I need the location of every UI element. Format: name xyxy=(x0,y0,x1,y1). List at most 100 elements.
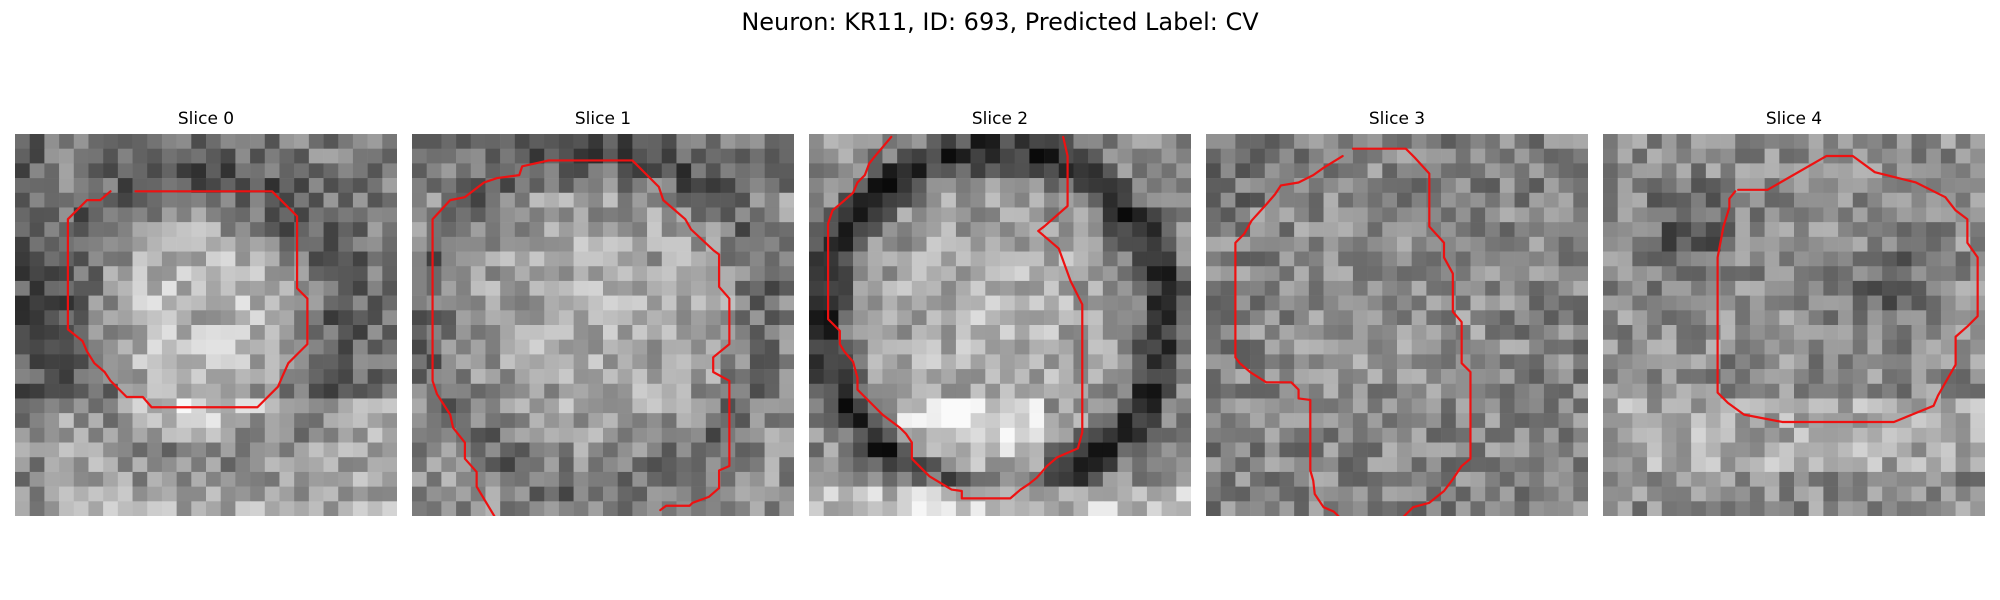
pixel xyxy=(103,457,118,472)
pixel xyxy=(1838,281,1853,296)
pixel xyxy=(103,398,118,413)
pixel xyxy=(1382,163,1397,178)
pixel xyxy=(1015,134,1030,149)
pixel xyxy=(1926,369,1941,384)
pixel xyxy=(559,501,574,516)
pixel xyxy=(559,487,574,502)
pixel xyxy=(897,472,912,487)
pixel xyxy=(456,252,471,267)
pixel xyxy=(1809,413,1824,428)
pixel xyxy=(1147,207,1162,222)
pixel xyxy=(279,501,294,516)
pixel xyxy=(1279,413,1294,428)
pixel xyxy=(838,296,853,311)
pixel xyxy=(1015,457,1030,472)
pixel xyxy=(338,266,353,281)
pixel xyxy=(779,296,794,311)
pixel xyxy=(1618,457,1633,472)
pixel xyxy=(1250,163,1265,178)
pixel xyxy=(853,134,868,149)
pixel xyxy=(1073,222,1088,237)
pixel xyxy=(1838,487,1853,502)
pixel xyxy=(15,457,30,472)
pixel xyxy=(1721,281,1736,296)
pixel xyxy=(662,428,677,443)
pixel xyxy=(530,222,545,237)
pixel xyxy=(750,178,765,193)
pixel xyxy=(44,252,59,267)
pixel xyxy=(324,237,339,252)
pixel xyxy=(221,252,236,267)
pixel xyxy=(221,325,236,340)
pixel xyxy=(235,149,250,164)
pixel xyxy=(1206,325,1221,340)
pixel xyxy=(1044,149,1059,164)
pixel xyxy=(1353,443,1368,458)
pixel xyxy=(221,501,236,516)
pixel xyxy=(1000,472,1015,487)
pixel xyxy=(309,134,324,149)
pixel xyxy=(1603,252,1618,267)
pixel xyxy=(1118,340,1133,355)
pixel xyxy=(1794,384,1809,399)
pixel xyxy=(1470,281,1485,296)
pixel xyxy=(368,281,383,296)
pixel xyxy=(1559,252,1574,267)
pixel xyxy=(779,134,794,149)
pixel xyxy=(530,340,545,355)
pixel xyxy=(309,501,324,516)
pixel xyxy=(588,354,603,369)
pixel xyxy=(1662,193,1677,208)
pixel xyxy=(324,413,339,428)
pixel xyxy=(206,296,221,311)
pixel xyxy=(735,207,750,222)
pixel xyxy=(1118,369,1133,384)
pixel xyxy=(353,443,368,458)
pixel xyxy=(1794,325,1809,340)
pixel xyxy=(662,413,677,428)
pixel xyxy=(44,207,59,222)
pixel xyxy=(853,398,868,413)
pixel xyxy=(59,472,74,487)
pixel xyxy=(44,487,59,502)
pixel xyxy=(1559,134,1574,149)
pixel xyxy=(1250,252,1265,267)
pixel xyxy=(1235,457,1250,472)
pixel xyxy=(1309,266,1324,281)
pixel xyxy=(1412,443,1427,458)
pixel xyxy=(765,252,780,267)
pixel xyxy=(882,325,897,340)
pixel xyxy=(1059,163,1074,178)
pixel xyxy=(750,134,765,149)
pixel xyxy=(588,384,603,399)
pixel xyxy=(1544,296,1559,311)
pixel xyxy=(265,296,280,311)
pixel xyxy=(382,207,397,222)
pixel xyxy=(309,340,324,355)
pixel xyxy=(1015,149,1030,164)
pixel xyxy=(221,369,236,384)
pixel xyxy=(1147,384,1162,399)
pixel xyxy=(1882,222,1897,237)
pixel xyxy=(1324,310,1339,325)
pixel xyxy=(427,207,442,222)
pixel xyxy=(1897,325,1912,340)
pixel xyxy=(1926,501,1941,516)
pixel xyxy=(1235,193,1250,208)
pixel xyxy=(868,487,883,502)
pixel xyxy=(735,193,750,208)
pixel xyxy=(1853,252,1868,267)
pixel xyxy=(1426,354,1441,369)
pixel xyxy=(1750,384,1765,399)
pixel xyxy=(544,193,559,208)
pixel xyxy=(1221,252,1236,267)
pixel xyxy=(1573,340,1588,355)
pixel xyxy=(324,193,339,208)
pixel xyxy=(1559,398,1574,413)
pixel xyxy=(721,252,736,267)
pixel xyxy=(588,340,603,355)
pixel xyxy=(750,207,765,222)
pixel xyxy=(441,296,456,311)
pixel xyxy=(147,281,162,296)
pixel xyxy=(765,443,780,458)
